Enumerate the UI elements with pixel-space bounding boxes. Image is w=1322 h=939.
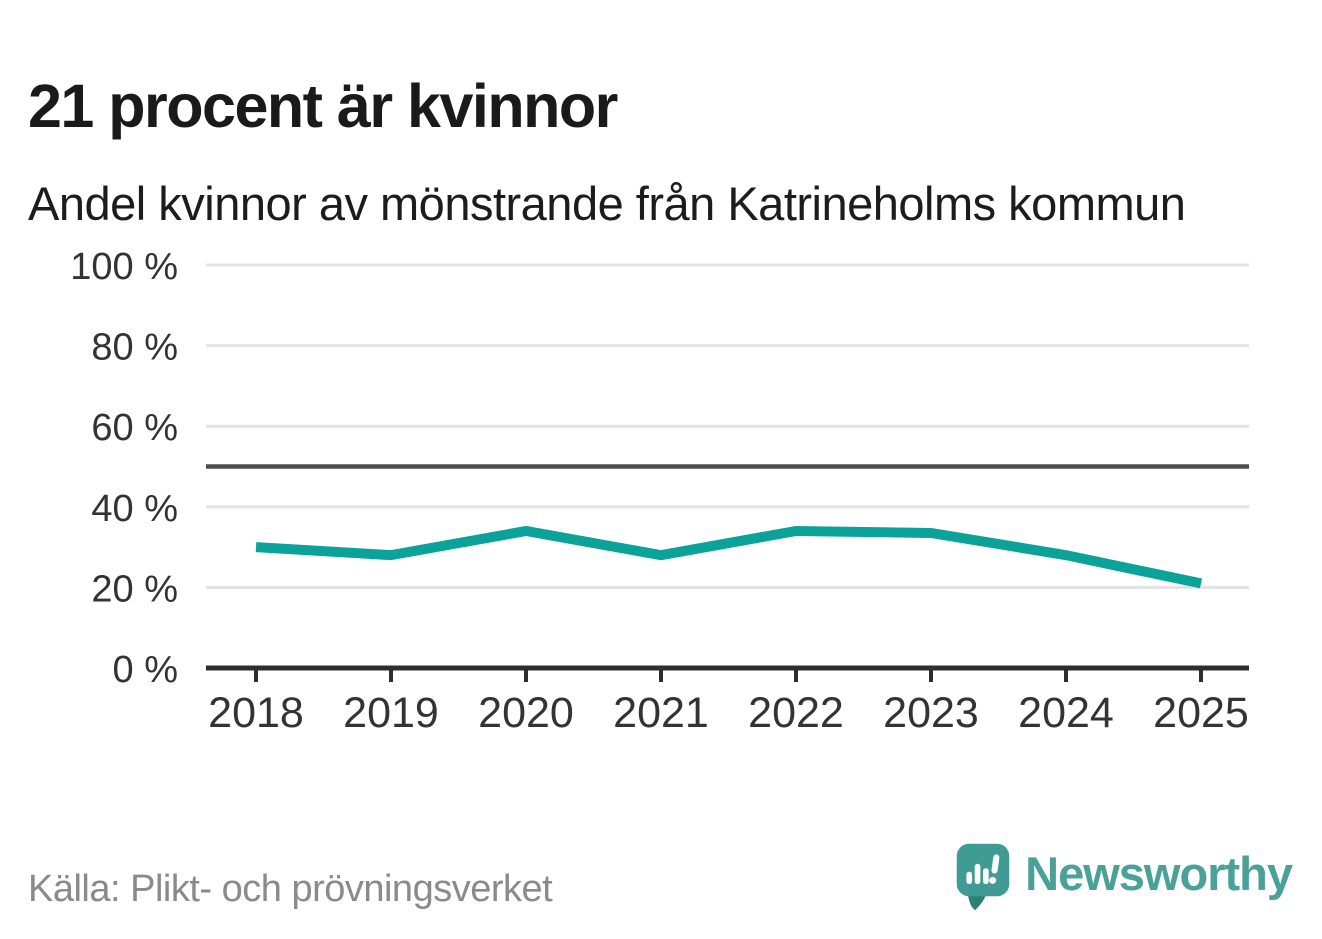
logo-speech-bubble [956,843,1010,897]
newsworthy-logo-icon [956,843,1010,911]
x-tick-label: 2023 [883,689,979,737]
x-tick-label: 2024 [1018,689,1114,737]
page-title: 21 procent är kvinnor [28,71,618,140]
chart-subtitle: Andel kvinnor av mönstrande från Katrine… [28,177,1186,230]
y-tick-label: 0 % [113,649,178,691]
y-tick-label: 60 % [91,407,178,449]
y-tick-label: 80 % [91,327,178,369]
y-tick-label: 40 % [91,488,178,530]
x-tick-label: 2022 [748,689,844,737]
newsworthy-wordmark: Newsworthy [1025,846,1293,900]
source-note: Källa: Plikt- och prövningsverket [28,868,553,910]
x-tick-label: 2025 [1153,689,1249,737]
x-tick-label: 2019 [343,689,439,737]
newsworthy-logo: Newsworthy [955,842,1293,912]
x-tick-label: 2020 [478,689,574,737]
y-tick-label: 100 % [70,246,178,288]
x-tick-label: 2021 [613,689,709,737]
x-tick-label: 2018 [208,689,304,737]
bar-chart-icon [966,854,1000,884]
y-tick-label: 20 % [91,568,178,610]
trend-line [255,525,1203,589]
